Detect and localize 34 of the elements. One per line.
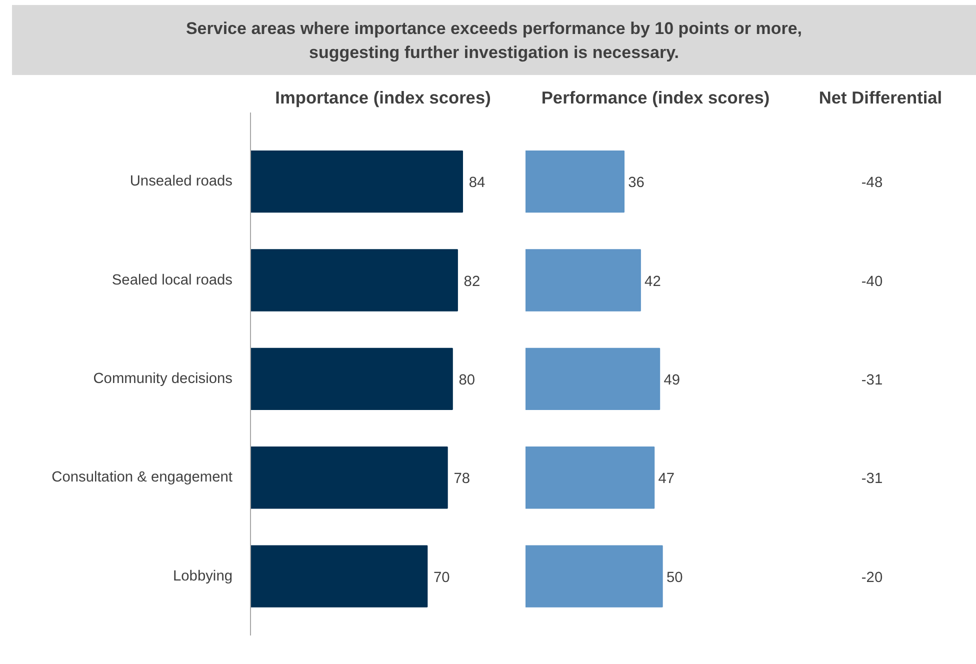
text: Net Differential	[818, 88, 942, 108]
text: -40	[861, 274, 883, 290]
bar	[250, 545, 428, 608]
data-label: 36	[628, 175, 644, 192]
y-tick-label: Sealed local roads	[112, 272, 233, 288]
data-label: 47	[658, 471, 675, 488]
bar	[250, 446, 448, 509]
y-tick-label: Unsealed roads	[130, 174, 233, 190]
bar	[526, 545, 663, 608]
data-label: 70	[434, 570, 450, 586]
bar	[250, 150, 463, 213]
bar	[526, 150, 625, 213]
chart-title: Importance (index scores)	[275, 88, 491, 108]
text: -31	[861, 372, 883, 388]
text: -20	[861, 570, 883, 586]
y-tick-label: Community decisions	[93, 370, 233, 387]
bar	[526, 446, 655, 509]
data-label: 50	[666, 570, 683, 586]
bar	[250, 249, 458, 312]
y-tick-label: Lobbying	[173, 568, 233, 584]
text: -31	[861, 471, 883, 488]
bar	[250, 348, 453, 410]
data-label: 80	[458, 372, 476, 388]
data-label: 49	[664, 372, 680, 388]
text: Service areas where importance exceeds performance by 10 points or more, suggesting further investigation is necessary.	[186, 18, 802, 64]
data-label: 82	[464, 274, 480, 290]
chart-title: Performance (index scores)	[541, 88, 770, 108]
data-label: 84	[468, 175, 486, 192]
y-tick-label: Consultation & engagement	[52, 470, 233, 486]
bar	[526, 348, 660, 410]
data-label: 42	[644, 274, 661, 290]
data-label: 78	[454, 471, 470, 488]
text: -48	[861, 175, 883, 192]
bar	[526, 249, 641, 312]
